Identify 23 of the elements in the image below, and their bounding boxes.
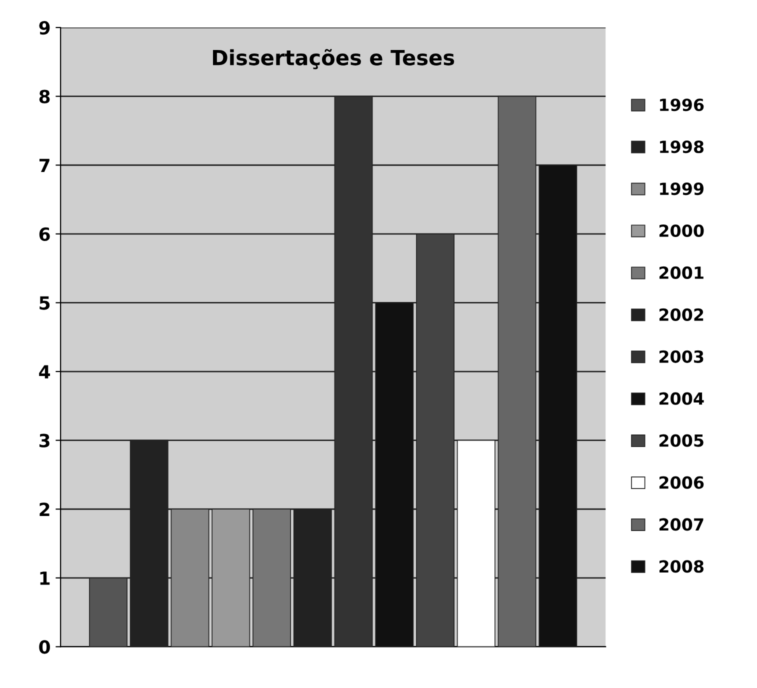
y-tick-label: 2 <box>40 502 50 516</box>
legend-label: 2002 <box>659 308 704 321</box>
y-tick-label: 5 <box>40 296 50 310</box>
legend-label: 2006 <box>659 476 704 489</box>
text: Dissertações e Teses <box>212 48 454 70</box>
y-tick-label: 3 <box>39 434 50 448</box>
legend-label: 2007 <box>659 518 704 531</box>
y-tick-label: 1 <box>40 572 50 585</box>
legend-label: 1996 <box>660 98 704 112</box>
legend-label: 2001 <box>659 266 704 280</box>
y-tick-label: 7 <box>39 158 50 172</box>
y-tick-label: 8 <box>39 90 50 104</box>
legend-label: 2005 <box>659 434 704 447</box>
y-tick-label: 6 <box>39 227 50 242</box>
legend-label: 1999 <box>660 182 704 196</box>
y-tick-label: 9 <box>39 20 50 35</box>
legend-label: 2008 <box>659 560 704 573</box>
legend-label: 1998 <box>660 140 704 154</box>
y-tick-label: 0 <box>39 640 50 654</box>
legend-label: 2000 <box>659 224 704 238</box>
y-tick-label: 4 <box>39 365 50 378</box>
legend-label: 2003 <box>659 350 704 363</box>
legend-label: 2004 <box>659 392 704 405</box>
